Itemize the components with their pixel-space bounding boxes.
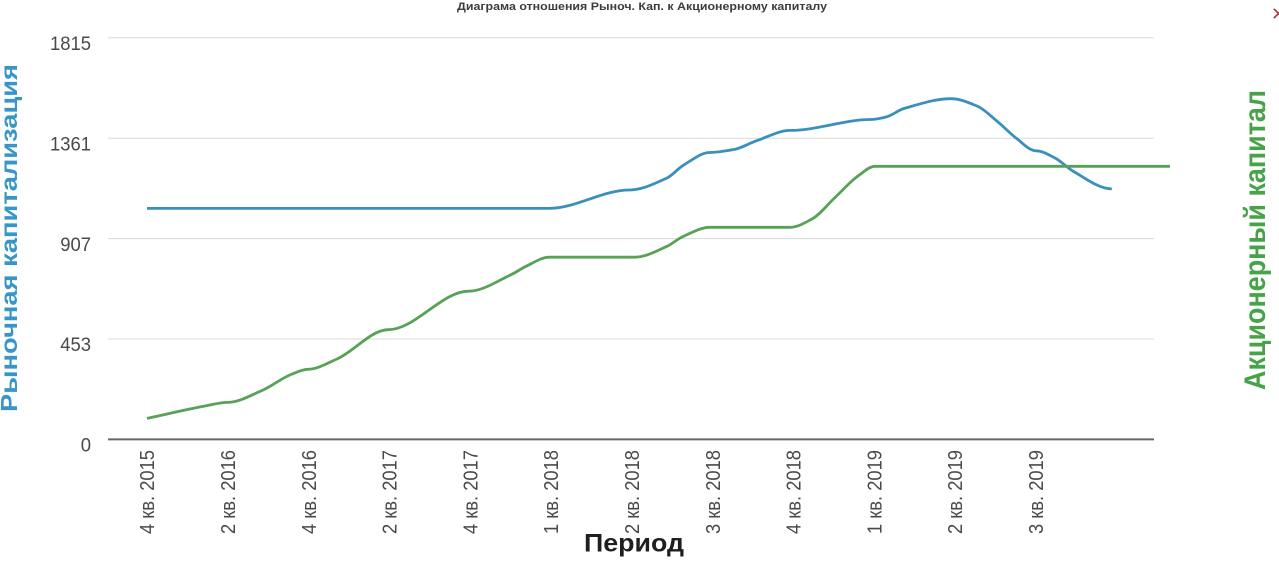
svg-text:1815: 1815 bbox=[50, 34, 91, 55]
svg-text:3 кв. 2018: 3 кв. 2018 bbox=[703, 450, 725, 534]
svg-text:2 кв. 2019: 2 кв. 2019 bbox=[945, 450, 967, 534]
svg-text:1361: 1361 bbox=[50, 134, 91, 155]
svg-text:Рыночная капитализация: Рыночная капитализация bbox=[0, 64, 22, 412]
svg-text:2 кв. 2016: 2 кв. 2016 bbox=[218, 450, 240, 534]
svg-text:Период: Период bbox=[584, 530, 684, 558]
svg-text:0: 0 bbox=[81, 436, 91, 457]
svg-text:Акционерный капитал: Акционерный капитал bbox=[1239, 90, 1272, 390]
svg-text:3 кв. 2019: 3 кв. 2019 bbox=[1026, 450, 1048, 534]
svg-text:1 кв. 2018: 1 кв. 2018 bbox=[541, 450, 563, 534]
svg-text:2 кв. 2018: 2 кв. 2018 bbox=[622, 450, 644, 534]
svg-text:4 кв. 2016: 4 кв. 2016 bbox=[299, 450, 321, 534]
svg-text:4 кв. 2015: 4 кв. 2015 bbox=[137, 450, 159, 534]
svg-text:1 кв. 2019: 1 кв. 2019 bbox=[864, 450, 886, 534]
svg-text:4 кв. 2018: 4 кв. 2018 bbox=[784, 450, 806, 534]
svg-text:Диаграма отношения Рыноч. Кап.: Диаграма отношения Рыноч. Кап. к Акционе… bbox=[457, 1, 827, 13]
svg-text:4 кв. 2017: 4 кв. 2017 bbox=[460, 450, 482, 534]
svg-text:✕: ✕ bbox=[1271, 4, 1279, 24]
svg-text:453: 453 bbox=[60, 335, 91, 356]
svg-text:907: 907 bbox=[60, 235, 91, 256]
svg-text:2 кв. 2017: 2 кв. 2017 bbox=[380, 450, 402, 534]
